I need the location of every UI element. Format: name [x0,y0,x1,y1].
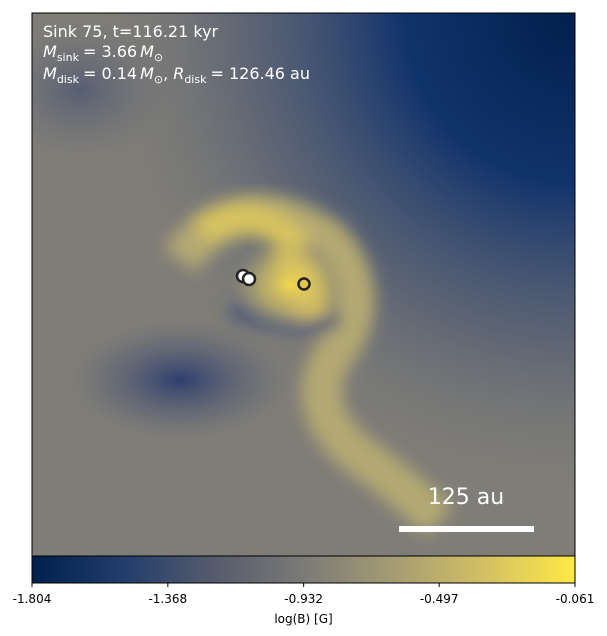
scale-bar [399,526,534,532]
annotation: Sink 75, t=116.21 kyr [43,22,219,41]
x-tick-label: -0.932 [284,592,323,606]
colorbar [31,555,576,584]
annotation: Mdisk = 0.14 M⊙, Rdisk = 126.46 au [43,64,310,86]
x-tick-label: -0.497 [420,592,459,606]
scale-bar-label: 125 au [428,485,504,510]
sink [297,277,311,291]
sink [241,271,257,287]
field-image [32,13,575,556]
x-tick-label: -1.368 [148,592,187,606]
colorbar-label: log(B) [G] [274,612,332,626]
x-tick-label: -0.061 [556,592,595,606]
x-tick-label: -1.804 [13,592,52,606]
annotation: Msink = 3.66 M⊙ [43,42,163,64]
